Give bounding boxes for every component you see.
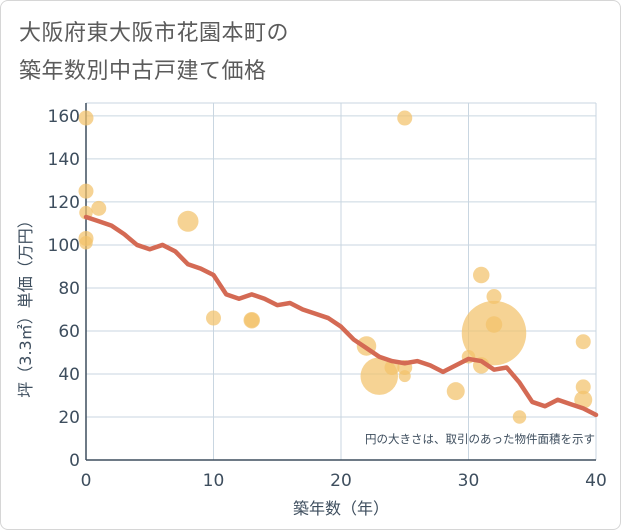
data-bubble <box>244 312 260 328</box>
average-price-line <box>83 214 599 418</box>
x-tick-label: 20 <box>330 471 352 491</box>
y-tick-label: 0 <box>69 451 80 471</box>
x-axis-label: 築年数（年） <box>293 499 389 518</box>
data-bubble <box>486 289 502 305</box>
data-bubble <box>575 334 591 350</box>
data-bubble <box>206 310 221 326</box>
y-tick-label: 140 <box>48 150 80 170</box>
y-tick-label: 100 <box>48 236 80 256</box>
y-tick-label: 20 <box>58 408 80 428</box>
axes <box>85 103 596 461</box>
chart-annotation: 円の大きさは、取引のあった物件面積を示す <box>365 432 595 446</box>
data-bubble <box>485 316 503 333</box>
x-tick-label: 40 <box>585 471 607 491</box>
tick-labels: 0 10 20 30 40 0 20 40 60 80 100 120 140 160 <box>48 107 607 491</box>
x-tick-label: 30 <box>458 471 480 491</box>
chart-title-line-2: 築年数別中古戸建て価格 <box>19 59 267 84</box>
data-bubble <box>397 110 413 126</box>
y-axis-label: 坪（3.3㎡）単価（万円） <box>16 212 35 397</box>
grid-lines <box>86 102 597 460</box>
data-bubble <box>177 210 199 232</box>
average-line-series <box>83 214 599 418</box>
chart-title-line-1: 大阪府東大阪市花園本町の <box>19 21 290 46</box>
y-tick-label: 160 <box>48 107 80 127</box>
data-bubble <box>79 236 93 250</box>
data-bubble <box>398 370 411 383</box>
data-bubble <box>78 183 94 199</box>
data-bubble <box>91 200 107 216</box>
data-bubble <box>78 110 94 126</box>
data-bubble <box>575 379 591 395</box>
x-tick-label: 0 <box>81 471 92 491</box>
y-tick-label: 120 <box>48 193 80 213</box>
y-tick-label: 60 <box>58 322 80 342</box>
y-tick-label: 80 <box>58 279 80 299</box>
data-bubble <box>446 382 465 401</box>
data-bubble <box>574 390 593 409</box>
x-tick-label: 10 <box>203 471 225 491</box>
y-tick-label: 40 <box>58 365 80 385</box>
data-bubble <box>512 410 527 424</box>
data-bubble <box>473 266 490 284</box>
data-bubble <box>461 300 527 366</box>
